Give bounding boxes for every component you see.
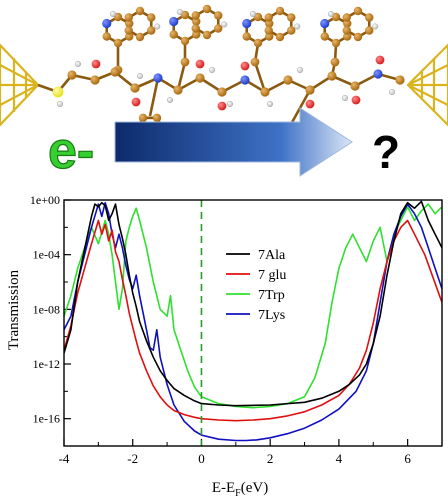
- y-axis-label: Transmission: [6, 269, 22, 350]
- y-tick-label: 1e-12: [33, 357, 60, 371]
- y-tick-label: 1e-16: [33, 412, 60, 426]
- series-line-7-glu: [64, 219, 442, 422]
- x-tick-label: -4: [59, 451, 70, 466]
- series-line-7trp: [64, 203, 442, 409]
- x-axis-label: E-EF(eV): [212, 480, 268, 499]
- y-tick-label: 1e+00: [30, 193, 60, 207]
- electron-label: e-: [48, 122, 94, 180]
- arrow-icon: [114, 107, 353, 177]
- x-tick-label: -2: [127, 451, 138, 466]
- legend: 7Ala 7 glu 7Trp 7Lys: [226, 248, 286, 323]
- plot-frame: [63, 199, 443, 447]
- y-tick-label: 1e-04: [33, 248, 60, 262]
- y-tick-label: 1e-08: [33, 302, 60, 316]
- legend-entry: 7 glu: [258, 268, 286, 283]
- gold-electrode-icon: [0, 43, 40, 127]
- molecule-icon: [52, 4, 405, 157]
- x-tick-label: 0: [198, 451, 205, 466]
- transmission-chart: 1e-16 1e-12 1e-08 1e-04 1e+00 -4 -2 0 2 4 6 Trans…: [6, 193, 443, 499]
- legend-entry: 7Ala: [258, 248, 286, 263]
- legend-entry: 7Lys: [258, 308, 285, 323]
- x-tick-label: 2: [267, 451, 274, 466]
- x-tick-label: 4: [336, 451, 343, 466]
- legend-entry: 7Trp: [258, 288, 285, 303]
- question-mark: ?: [372, 126, 400, 178]
- gold-electrode-icon: [406, 43, 448, 127]
- molecule-illustration: e- ?: [0, 4, 448, 181]
- series-line-7ala: [64, 200, 442, 407]
- x-tick-label: 6: [404, 451, 411, 466]
